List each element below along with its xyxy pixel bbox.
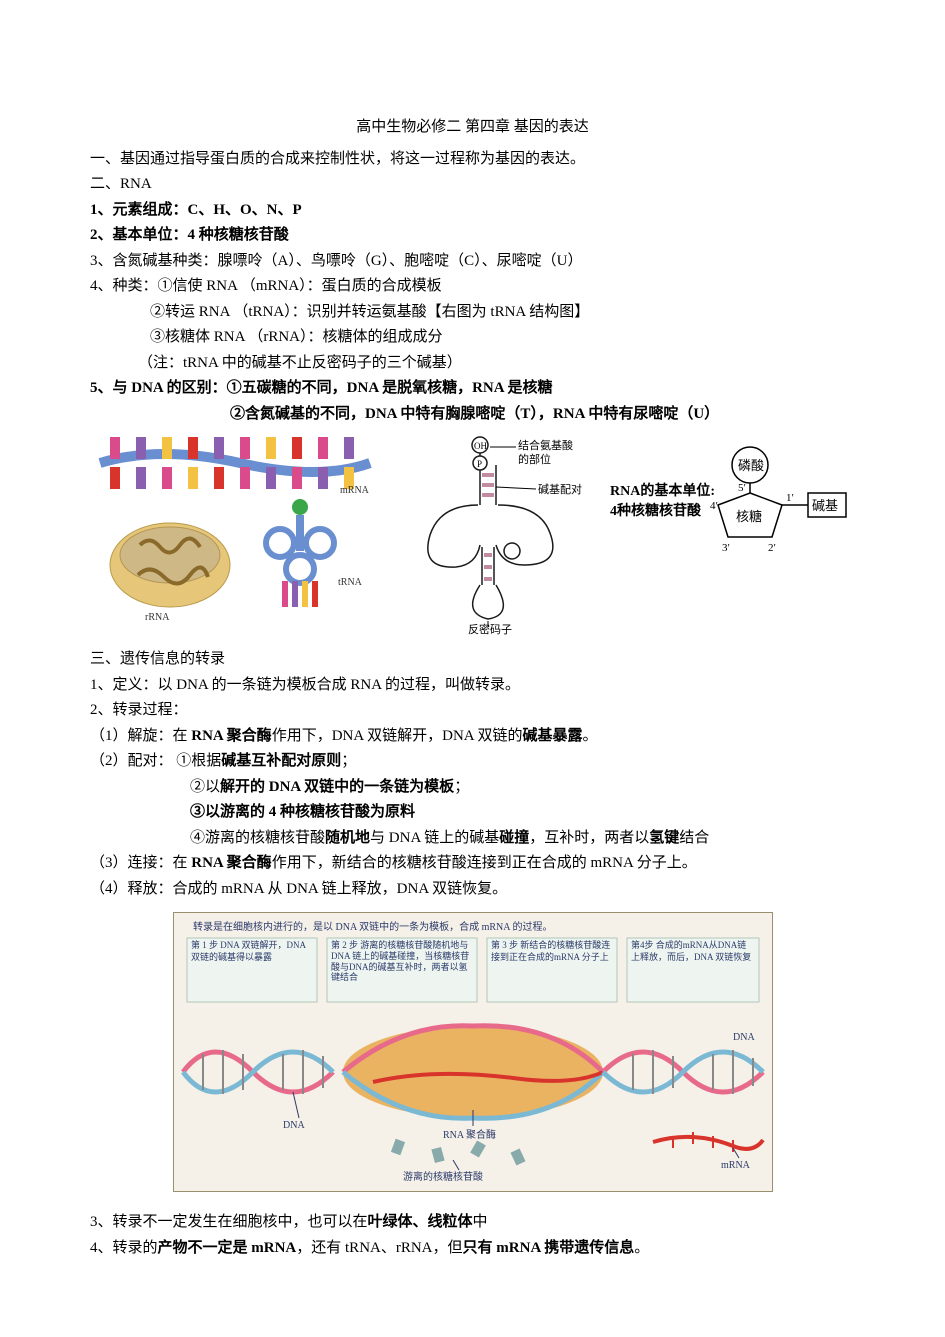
section-2-head: 二、RNA — [90, 172, 855, 198]
sec3-item-3: 3、转录不一定发生在细胞核中，也可以在叶绿体、线粒体中 — [90, 1210, 855, 1236]
figure-nucleotide-unit: RNA的基本单位: 4种核糖核苷酸 磷酸 核糖 碱基 5′ 4′ 3′ 2′ 1… — [610, 435, 850, 585]
svg-text:3′: 3′ — [722, 542, 730, 554]
trans-step-4: （4）释放：合成的 mRNA 从 DNA 链上释放，DNA 双链恢复。 — [90, 877, 855, 903]
rna-item-5b: ②含氮碱基的不同，DNA 中特有胸腺嘧啶（T），RNA 中特有尿嘧啶（U） — [90, 402, 855, 428]
svg-text:结合氨基酸: 结合氨基酸 — [518, 438, 573, 452]
svg-text:1′: 1′ — [786, 492, 794, 504]
svg-text:DNA: DNA — [283, 1120, 305, 1131]
svg-text:反密码子: 反密码子 — [468, 622, 512, 635]
trans-step-1: （1）解旋：在 RNA 聚合酶作用下，DNA 双链解开，DNA 双链的碱基暴露。 — [90, 724, 855, 750]
svg-text:mRNA: mRNA — [721, 1160, 751, 1171]
figure-rna-types: mRNA rRNA tRNA — [90, 435, 380, 625]
svg-text:碱基: 碱基 — [812, 498, 838, 513]
trans-step-3: （3）连接：在 RNA 聚合酶作用下，新结合的核糖核苷酸连接到正在合成的 mRN… — [90, 851, 855, 877]
svg-text:磷酸: 磷酸 — [738, 458, 764, 473]
section-3-head: 三、遗传信息的转录 — [90, 647, 855, 673]
svg-text:5′: 5′ — [738, 482, 746, 494]
trans-item-1: 1、定义：以 DNA 的一条链为模板合成 RNA 的过程，叫做转录。 — [90, 673, 855, 699]
figure-transcription: 转录是在细胞核内进行的，是以 DNA 双链中的一条为模板，合成 mRNA 的过程… — [90, 912, 855, 1192]
rna-item-4-note: （注：tRNA 中的碱基不止反密码子的三个碱基） — [90, 351, 855, 377]
trna-label: tRNA — [338, 577, 363, 588]
rna-item-4c: ③核糖体 RNA （rRNA）：核糖体的组成成分 — [90, 325, 855, 351]
svg-text:P: P — [477, 459, 482, 469]
rna-item-4a: 4、种类：①信使 RNA （mRNA）：蛋白质的合成模板 — [90, 274, 855, 300]
fig4-header: 转录是在细胞核内进行的，是以 DNA 双链中的一条为模板，合成 mRNA 的过程… — [193, 920, 552, 933]
rrna-label: rRNA — [145, 612, 170, 623]
rna-item-2: 2、基本单位：4 种核糖核苷酸 — [90, 223, 855, 249]
svg-text:碱基配对: 碱基配对 — [538, 482, 582, 496]
rna-item-5a: 5、与 DNA 的区别：①五碳糖的不同，DNA 是脱氧核糖，RNA 是核糖 — [90, 376, 855, 402]
mrna-label: mRNA — [340, 485, 370, 496]
section-1: 一、基因通过指导蛋白质的合成来控制性状，将这一过程称为基因的表达。 — [90, 147, 855, 173]
svg-text:RNA 聚合酶: RNA 聚合酶 — [443, 1128, 496, 1141]
figure-row-1: mRNA rRNA tRNA OH P — [90, 435, 855, 635]
trans-step-2b: ②以解开的 DNA 双链中的一条链为模板； — [90, 775, 855, 801]
rna-item-4b: ②转运 RNA （tRNA）：识别并转运氨基酸【右图为 tRNA 结构图】 — [90, 300, 855, 326]
svg-text:2′: 2′ — [768, 542, 776, 554]
figure-trna-structure: OH P — [390, 435, 600, 635]
svg-text:4种核糖核苷酸: 4种核糖核苷酸 — [610, 502, 702, 519]
svg-text:的部位: 的部位 — [518, 452, 551, 466]
trans-step-2d: ④游离的核糖核苷酸随机地与 DNA 链上的碱基碰撞，互补时，两者以氢键结合 — [90, 826, 855, 852]
rna-item-1: 1、元素组成：C、H、O、N、P — [90, 198, 855, 224]
trans-step-2c: ③以游离的 4 种核糖核苷酸为原料 — [90, 800, 855, 826]
sec3-item-4: 4、转录的产物不一定是 mRNA，还有 tRNA、rRNA，但只有 mRNA 携… — [90, 1236, 855, 1262]
svg-text:核糖: 核糖 — [736, 509, 762, 524]
svg-text:OH: OH — [474, 441, 487, 451]
trans-step-2a: （2）配对： ①根据碱基互补配对原则； — [90, 749, 855, 775]
svg-text:游离的核糖核苷酸: 游离的核糖核苷酸 — [403, 1170, 483, 1183]
svg-text:DNA: DNA — [733, 1032, 755, 1043]
svg-text:4′: 4′ — [710, 500, 718, 512]
rna-item-3: 3、含氮碱基种类：腺嘌呤（A）、鸟嘌呤（G）、胞嘧啶（C）、尿嘧啶（U） — [90, 249, 855, 275]
trans-item-2: 2、转录过程： — [90, 698, 855, 724]
svg-text:RNA的基本单位:: RNA的基本单位: — [610, 482, 715, 499]
page-title: 高中生物必修二 第四章 基因的表达 — [90, 115, 855, 141]
